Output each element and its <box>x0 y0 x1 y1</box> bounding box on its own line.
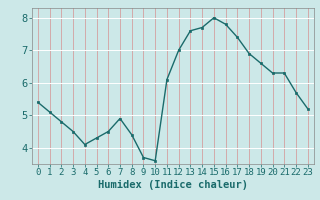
X-axis label: Humidex (Indice chaleur): Humidex (Indice chaleur) <box>98 180 248 190</box>
